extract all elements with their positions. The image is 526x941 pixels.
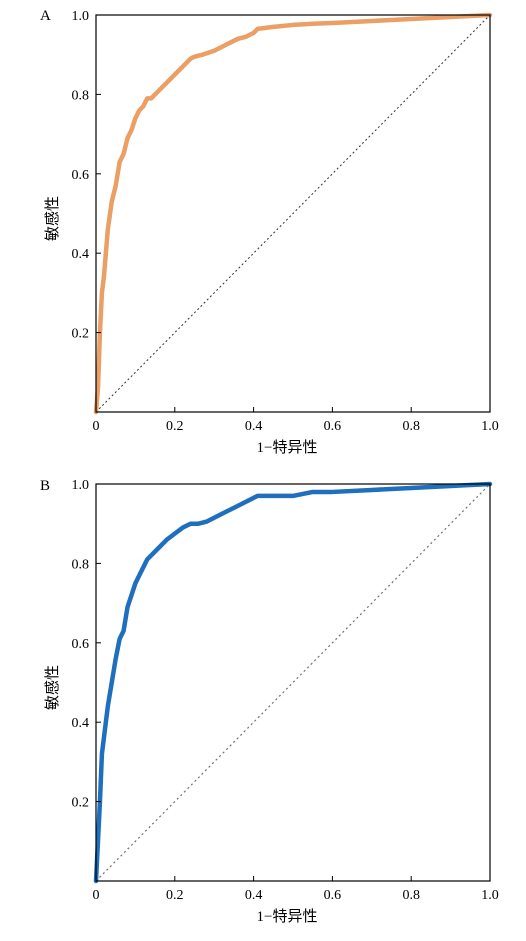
y-axis-title: 敏感性 [44,196,61,241]
x-tick-label: 1.0 [481,888,499,903]
x-axis-title: 1−特异性 [257,908,318,925]
x-tick-label: 0.4 [245,419,263,434]
reference-line [95,14,491,413]
x-tick-label: 0 [93,888,100,903]
y-tick-label: 0.6 [72,168,90,183]
y-tick-label: 0.2 [72,327,90,342]
y-tick-label: 0.8 [72,88,90,103]
x-tick-label: 1.0 [481,419,499,434]
y-tick-label: 0.6 [72,637,90,652]
x-tick-label: 0 [93,419,100,434]
roc-chart-a-svg: 0 0.2 0.4 0.6 0.8 1.0 0.2 0.4 0.6 0.8 1.0 A 1−特异性 敏感性 [40,8,499,456]
y-tick-label: 0.8 [72,557,90,572]
y-axis-title: 敏感性 [44,665,61,710]
plot-frame [95,14,491,413]
x-tick-label: 0.2 [166,888,184,903]
y-tick-label: 0.4 [72,716,90,731]
roc-curve-line [93,12,493,415]
y-tick-label: 1.0 [72,9,90,24]
y-tick-label: 1.0 [72,478,90,493]
reference-line [95,483,491,882]
x-tick-label: 0.6 [324,419,342,434]
x-tick-label: 0.2 [166,419,184,434]
x-tick-label: 0.8 [402,888,420,903]
y-tick-label: 0.4 [72,247,90,262]
x-tick-label: 0.4 [245,888,263,903]
x-tick-label: 0.6 [324,888,342,903]
x-axis-title: 1−特异性 [257,439,318,456]
x-tick-label: 0.8 [402,419,420,434]
roc-chart-b-svg: 0 0.2 0.4 0.6 0.8 1.0 0.2 0.4 0.6 0.8 1.0 B 1−特异性 敏感性 [40,478,499,925]
y-tick-label: 0.2 [72,796,90,811]
panel-label: B [40,478,50,494]
roc-chart-a: 0 0.2 0.4 0.6 0.8 1.0 0.2 0.4 0.6 0.8 1.0 A 1−特异性 敏感性 [0,0,526,470]
panel-label: A [40,8,51,24]
roc-curve-line [93,481,493,884]
roc-chart-b: 0 0.2 0.4 0.6 0.8 1.0 0.2 0.4 0.6 0.8 1.0 B 1−特异性 敏感性 [0,470,526,941]
plot-frame [95,483,491,882]
